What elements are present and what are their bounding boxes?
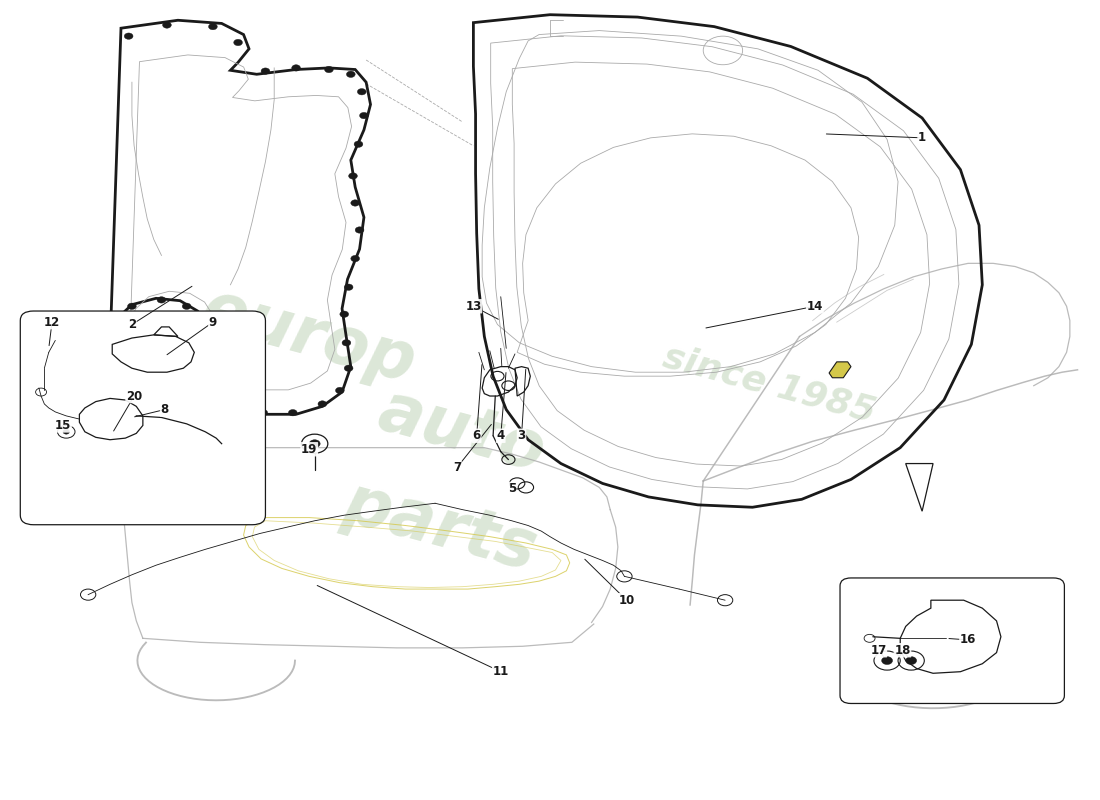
FancyBboxPatch shape [20, 311, 265, 525]
Text: 6: 6 [473, 430, 481, 442]
Circle shape [360, 113, 368, 118]
Text: europ: europ [195, 276, 424, 397]
Text: parts: parts [337, 470, 544, 585]
Text: 17: 17 [870, 644, 887, 657]
Circle shape [881, 657, 892, 665]
Text: 19: 19 [301, 442, 318, 456]
Circle shape [230, 398, 239, 405]
Circle shape [351, 255, 360, 262]
Circle shape [344, 284, 353, 290]
Text: 1: 1 [918, 131, 926, 144]
Text: 2: 2 [128, 318, 136, 331]
FancyBboxPatch shape [840, 578, 1065, 703]
Text: 20: 20 [126, 390, 142, 402]
Text: 8: 8 [161, 403, 169, 416]
Circle shape [209, 349, 218, 355]
Circle shape [106, 422, 114, 429]
Text: 11: 11 [493, 666, 509, 678]
Circle shape [157, 297, 166, 303]
Text: 5: 5 [507, 482, 516, 495]
Circle shape [183, 303, 191, 310]
Circle shape [99, 347, 108, 354]
Text: since 1985: since 1985 [659, 339, 879, 429]
Circle shape [324, 66, 333, 73]
Circle shape [351, 200, 360, 206]
Circle shape [233, 39, 242, 46]
Circle shape [318, 401, 327, 407]
Circle shape [128, 303, 136, 310]
Circle shape [209, 23, 218, 30]
Circle shape [218, 373, 226, 379]
Circle shape [63, 430, 69, 434]
Text: auto: auto [372, 378, 553, 486]
Circle shape [124, 33, 133, 39]
Circle shape [344, 365, 353, 371]
Circle shape [355, 227, 364, 233]
Circle shape [288, 410, 297, 416]
Circle shape [99, 401, 108, 407]
Circle shape [108, 433, 117, 439]
Circle shape [163, 22, 172, 28]
Circle shape [346, 71, 355, 78]
Text: 15: 15 [55, 419, 72, 432]
Circle shape [340, 311, 349, 318]
Circle shape [292, 65, 300, 71]
Circle shape [905, 657, 916, 665]
Circle shape [309, 440, 320, 448]
Circle shape [97, 374, 106, 381]
Text: 7: 7 [453, 461, 461, 474]
Circle shape [354, 141, 363, 147]
Circle shape [358, 89, 366, 95]
Text: 3: 3 [517, 430, 526, 442]
Circle shape [261, 68, 270, 74]
Circle shape [258, 410, 267, 416]
Polygon shape [829, 362, 851, 378]
Circle shape [106, 322, 114, 328]
Circle shape [342, 340, 351, 346]
Text: 9: 9 [209, 316, 217, 329]
Text: 12: 12 [44, 316, 60, 329]
Text: 18: 18 [894, 644, 911, 657]
Text: 4: 4 [496, 430, 505, 442]
Text: 16: 16 [960, 634, 977, 646]
Text: 10: 10 [618, 594, 635, 606]
Circle shape [336, 387, 344, 394]
Text: 13: 13 [465, 300, 482, 313]
Circle shape [349, 173, 358, 179]
Circle shape [198, 322, 207, 329]
Text: 14: 14 [806, 300, 823, 313]
